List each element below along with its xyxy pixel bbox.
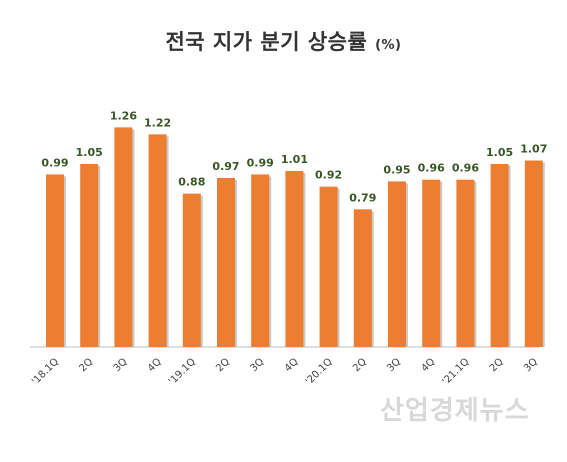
x-tick-label: '21.1Q — [440, 356, 471, 387]
bar — [46, 174, 64, 347]
data-label: 0.95 — [383, 163, 410, 176]
x-tick-label: 4Q — [146, 356, 164, 374]
x-tick-label: '18.1Q — [30, 356, 61, 387]
bar — [319, 186, 338, 347]
x-tick-label: 3Q — [385, 356, 403, 374]
chart-title: 전국 지가 분기 상승률 (%) — [0, 26, 567, 56]
data-label: 1.01 — [281, 153, 308, 166]
bar — [422, 179, 441, 347]
x-tick-label: 2Q — [214, 356, 232, 374]
x-tick-label: 2Q — [77, 356, 95, 374]
bar — [182, 193, 201, 347]
data-label: 1.22 — [144, 116, 171, 129]
chart-title-unit: (%) — [375, 38, 402, 53]
bar — [148, 134, 167, 347]
bar — [217, 177, 235, 347]
bar — [353, 209, 372, 347]
data-label: 1.26 — [110, 109, 137, 122]
data-label: 0.99 — [247, 156, 274, 169]
bar — [456, 179, 475, 347]
bar — [490, 164, 509, 347]
bar — [114, 127, 133, 348]
bar — [80, 164, 99, 347]
value-labels-group: 0.99 1.05 1.26 1.22 0.88 0.97 0.99 1.01 0.92 0.79… — [41, 109, 547, 204]
x-tick-label: 3Q — [112, 356, 130, 374]
data-label: 0.96 — [452, 162, 479, 175]
data-label: 1.07 — [520, 143, 547, 156]
x-tick-label: 2Q — [351, 356, 369, 374]
x-tick-label: '20.1Q — [304, 356, 335, 387]
bar — [524, 160, 543, 347]
x-tick-label: 3Q — [522, 356, 540, 374]
bar — [251, 174, 270, 347]
data-label: 0.79 — [349, 191, 376, 204]
data-label: 1.05 — [486, 146, 513, 159]
bar — [388, 181, 406, 347]
x-tick-label: 2Q — [488, 356, 506, 374]
x-tick-label: 4Q — [419, 356, 437, 374]
data-label: 0.88 — [178, 176, 205, 189]
data-label: 0.92 — [315, 169, 342, 182]
x-tick-label: 4Q — [283, 356, 301, 374]
x-tick-labels-group: '18.1Q 2Q 3Q 4Q '19.1Q 2Q 3Q 4Q '20.1Q 2Q 3Q 4Q '21.… — [30, 356, 540, 387]
x-tick-label: '19.1Q — [167, 356, 198, 387]
bar — [285, 170, 304, 347]
x-tick-label: 3Q — [248, 356, 266, 374]
chart-title-text: 전국 지가 분기 상승률 — [165, 30, 368, 54]
data-label: 0.96 — [418, 162, 445, 175]
data-label: 1.05 — [76, 146, 103, 159]
data-label: 0.99 — [41, 156, 68, 169]
data-label: 0.97 — [212, 160, 239, 173]
bars-group — [46, 127, 545, 348]
watermark-logo: 산업경제뉴스 — [380, 396, 530, 426]
